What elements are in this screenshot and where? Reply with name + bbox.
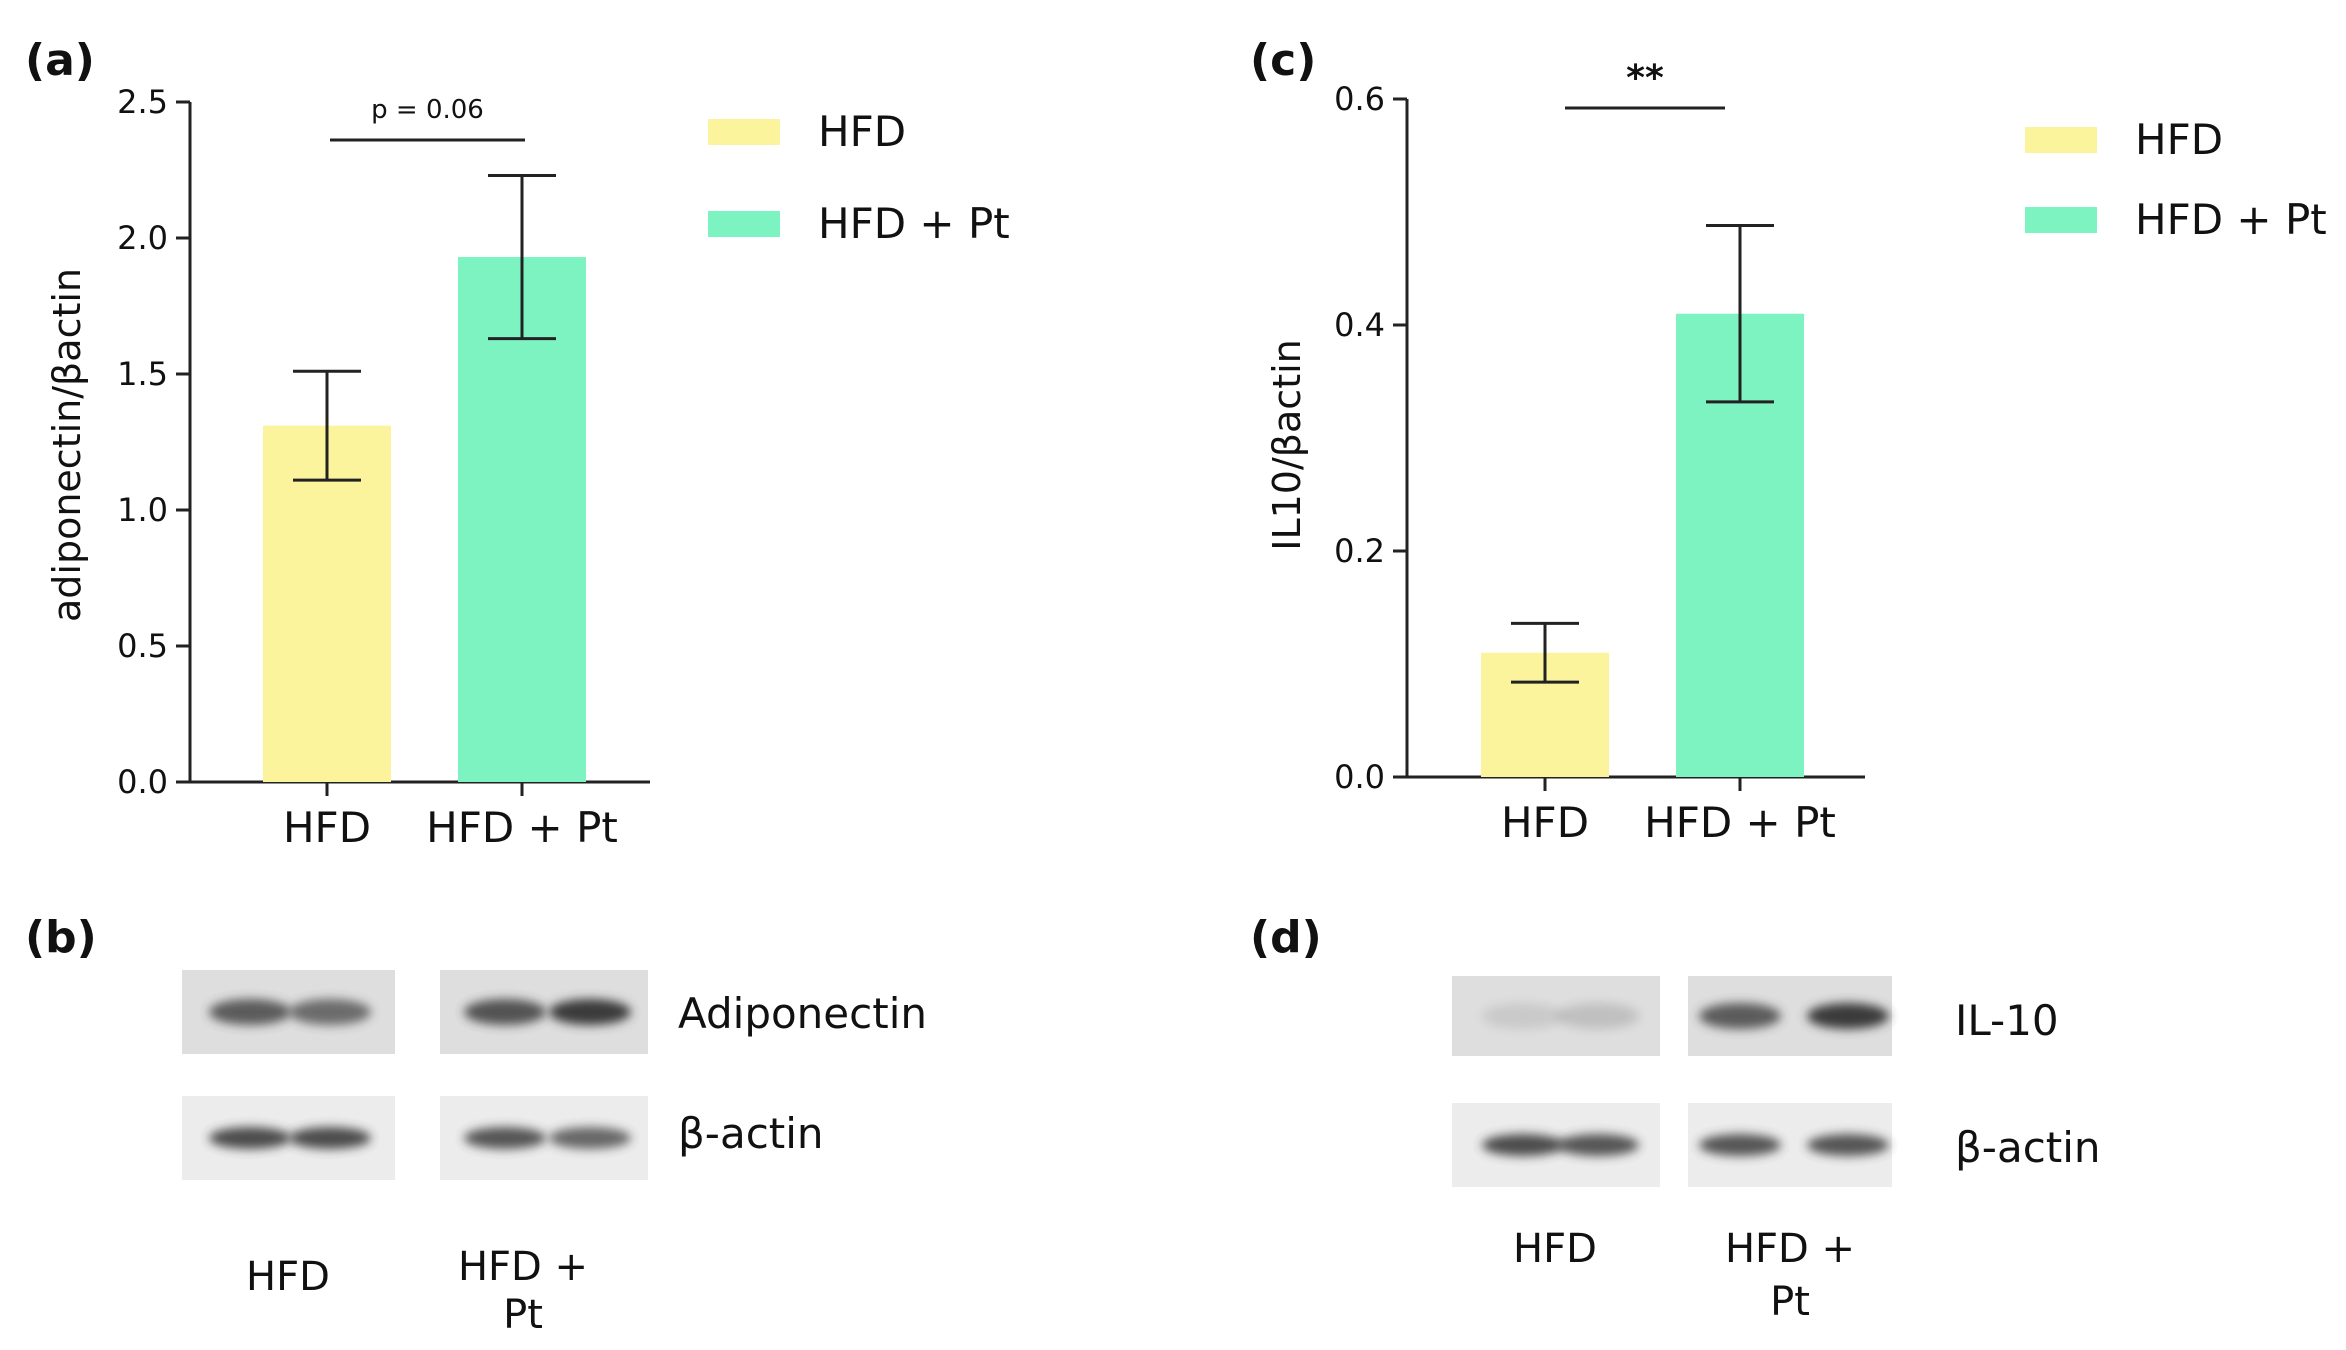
x-tick-label: HFD + Pt (1644, 798, 1836, 847)
y-tick-label: 0.5 (117, 627, 168, 665)
blot-panel-0: (b) Adiponectin β-actin HFD HFD +Pt (25, 912, 927, 1338)
legend-swatch (2025, 127, 2097, 153)
blot-band (1482, 1134, 1564, 1156)
x-tick-label: HFD + Pt (426, 803, 618, 852)
y-tick-label: 0.2 (1334, 532, 1385, 570)
panel-letter: (a) (25, 35, 95, 86)
blot-group-label: HFD + (1725, 1226, 1855, 1272)
y-axis-label: IL10/βactin (1265, 339, 1309, 551)
blot-band (549, 1127, 631, 1149)
legend-swatch (2025, 207, 2097, 233)
blot-band (549, 999, 631, 1025)
legend-label: HFD (818, 107, 906, 156)
blot-row-label: β-actin (678, 1109, 824, 1158)
blot-band (1557, 1134, 1639, 1156)
blot-group-label: HFD + (458, 1244, 588, 1290)
significance-label: ** (1626, 58, 1664, 99)
panel-letter: (d) (1250, 912, 1322, 963)
legend-label: HFD (2135, 115, 2223, 164)
y-tick-label: 0.4 (1334, 306, 1385, 344)
blot-group-label: Pt (503, 1292, 543, 1338)
y-tick-label: 1.0 (117, 491, 168, 529)
blot-band (209, 999, 291, 1025)
y-tick-label: 0.0 (117, 763, 168, 801)
blot-band (464, 999, 546, 1025)
legend-label: HFD + Pt (818, 199, 1010, 248)
blot-band (1557, 1003, 1639, 1029)
y-tick-label: 1.5 (117, 355, 168, 393)
blot-panel-1: (d) IL-10 β-actin HFD HFD + Pt (1250, 912, 2101, 1325)
blot-group-label: HFD (246, 1254, 330, 1300)
y-tick-label: 0.6 (1334, 80, 1385, 118)
significance-label: p = 0.06 (371, 95, 484, 125)
y-tick-label: 2.5 (117, 83, 168, 121)
legend-label: HFD + Pt (2135, 195, 2327, 244)
blot-band (1699, 1134, 1781, 1156)
chart-1: (c) 0.0 0.2 0.4 0.6 IL10/βactin HFD HFD + Pt ** H… (1250, 35, 2327, 847)
blot-band (209, 1127, 291, 1149)
blot-row-label: Adiponectin (678, 989, 927, 1038)
x-tick-label: HFD (283, 803, 371, 852)
blot-row-label: IL-10 (1955, 996, 2059, 1045)
panel-letter: (b) (25, 912, 97, 963)
blot-band (464, 1127, 546, 1149)
blot-band (1807, 1134, 1889, 1156)
blot-band (289, 1127, 371, 1149)
legend-swatch (708, 211, 780, 237)
blot-row-label: β-actin (1955, 1123, 2101, 1172)
blot-band (1807, 1003, 1889, 1029)
chart-0: (a) 0.0 0.5 1.0 1.5 2.0 2.5 adiponectin/βactin H… (25, 35, 1010, 852)
y-tick-label: 2.0 (117, 219, 168, 257)
blot-band (1482, 1003, 1564, 1029)
blot-group-label: Pt (1770, 1279, 1810, 1325)
blot-group-label: HFD (1513, 1226, 1597, 1272)
y-axis-label: adiponectin/βactin (45, 268, 89, 622)
blot-band (1699, 1003, 1781, 1029)
x-tick-label: HFD (1501, 798, 1589, 847)
y-tick-label: 0.0 (1334, 758, 1385, 796)
bar-hfd (263, 425, 391, 782)
bar-hfd-pt (458, 257, 586, 782)
legend-swatch (708, 119, 780, 145)
panel-letter: (c) (1250, 35, 1316, 86)
blot-band (289, 999, 371, 1025)
